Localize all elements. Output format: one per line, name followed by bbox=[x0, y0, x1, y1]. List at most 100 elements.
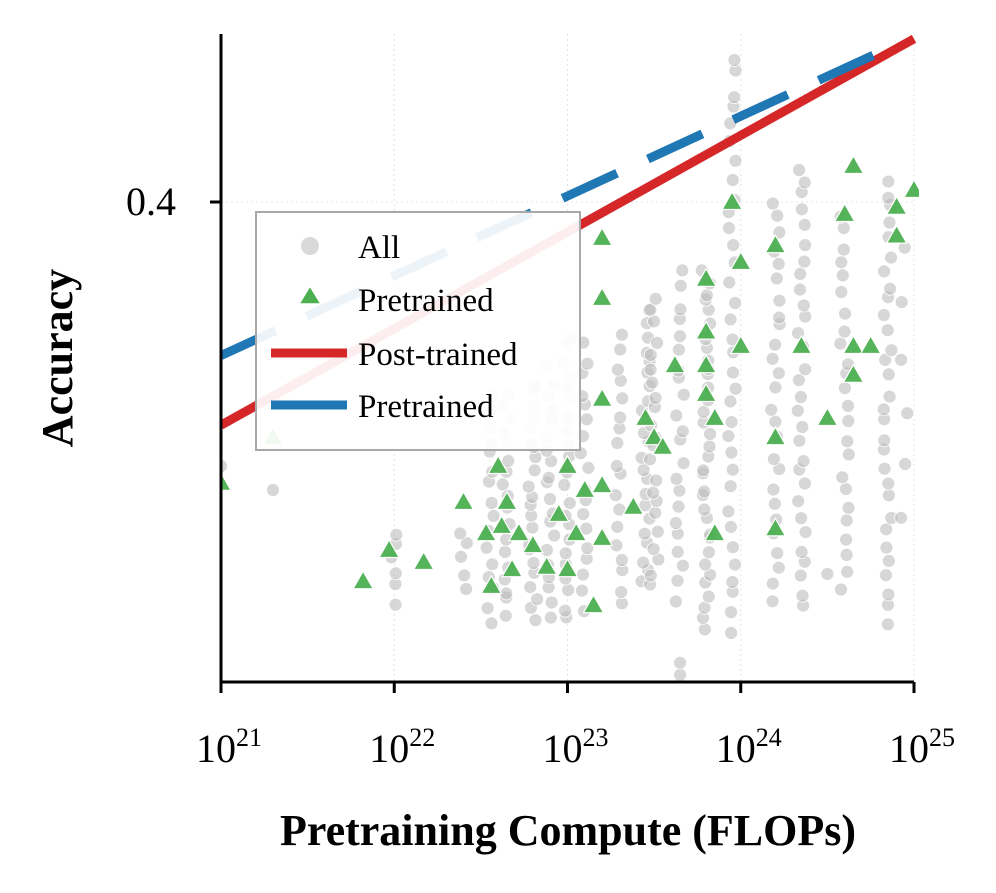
all-point bbox=[672, 483, 687, 498]
all-point bbox=[485, 557, 500, 572]
pretrained-point bbox=[378, 538, 401, 559]
all-point bbox=[646, 485, 660, 500]
all-point bbox=[879, 568, 893, 583]
all-point bbox=[610, 520, 625, 534]
all-point bbox=[877, 308, 891, 322]
pretrained-point bbox=[582, 593, 605, 614]
all-point bbox=[526, 556, 541, 570]
all-point bbox=[894, 352, 908, 367]
all-point bbox=[724, 605, 738, 620]
pretrained-point bbox=[902, 178, 919, 199]
all-point bbox=[793, 266, 808, 281]
all-point bbox=[669, 516, 683, 530]
all-point bbox=[833, 336, 848, 351]
pretrained-point bbox=[695, 320, 718, 340]
x-tick-label: 1022 bbox=[369, 723, 435, 771]
all-point bbox=[501, 453, 516, 468]
all-point bbox=[725, 575, 740, 589]
all-point bbox=[840, 434, 855, 449]
all-point bbox=[388, 566, 403, 581]
all-point bbox=[558, 603, 572, 618]
all-point bbox=[528, 613, 543, 628]
all-point bbox=[878, 352, 893, 367]
all-point bbox=[797, 175, 812, 190]
all-point bbox=[648, 391, 663, 405]
all-point bbox=[798, 476, 812, 491]
all-point bbox=[884, 250, 898, 265]
legend-label-pretrained-points: Pretrained bbox=[358, 283, 494, 319]
all-point bbox=[877, 461, 892, 476]
all-point bbox=[798, 525, 813, 539]
all-point bbox=[643, 302, 658, 317]
all-point bbox=[608, 488, 623, 503]
all-point bbox=[900, 406, 915, 421]
all-point bbox=[765, 594, 780, 609]
all-point bbox=[480, 601, 495, 615]
all-point bbox=[459, 536, 474, 550]
pretrained-point bbox=[573, 478, 596, 499]
all-point bbox=[670, 545, 685, 559]
pretrained-point bbox=[842, 154, 865, 175]
all-point bbox=[797, 217, 812, 232]
all-point bbox=[669, 408, 684, 423]
all-point bbox=[880, 323, 895, 338]
all-point bbox=[882, 215, 897, 230]
all-point bbox=[794, 545, 809, 559]
legend-all-marker bbox=[301, 237, 319, 255]
pretrained-point bbox=[501, 557, 524, 578]
all-point bbox=[650, 524, 665, 539]
all-point bbox=[794, 202, 809, 217]
pretrained-point bbox=[790, 334, 813, 355]
all-point bbox=[835, 470, 850, 485]
pretrained-point bbox=[695, 382, 718, 403]
all-point bbox=[388, 597, 403, 612]
all-point bbox=[675, 263, 690, 278]
all-point bbox=[881, 617, 895, 632]
all-point bbox=[726, 365, 740, 380]
all-point bbox=[643, 568, 658, 583]
all-point bbox=[881, 367, 896, 382]
all-point bbox=[650, 335, 664, 350]
all-point bbox=[879, 522, 894, 537]
all-point bbox=[615, 327, 629, 342]
all-point bbox=[725, 173, 740, 187]
all-point bbox=[649, 473, 663, 488]
all-point bbox=[557, 477, 572, 492]
all-point bbox=[725, 462, 740, 477]
all-point bbox=[486, 509, 501, 523]
all-point bbox=[841, 414, 856, 428]
all-point bbox=[637, 526, 652, 541]
all-point bbox=[525, 520, 540, 535]
pretrained-point bbox=[634, 406, 657, 427]
all-point bbox=[798, 362, 812, 377]
all-point bbox=[676, 558, 690, 573]
legend-label-pretrained-line: Pretrained bbox=[358, 389, 494, 425]
all-point bbox=[769, 271, 784, 286]
all-point bbox=[527, 463, 542, 478]
all-point bbox=[609, 459, 624, 473]
all-point bbox=[724, 415, 739, 430]
all-point bbox=[793, 282, 807, 297]
pretrained-point bbox=[859, 334, 882, 355]
all-point bbox=[498, 608, 513, 623]
all-point bbox=[698, 557, 712, 572]
all-point bbox=[883, 281, 897, 296]
all-point bbox=[670, 573, 685, 588]
all-point bbox=[726, 540, 740, 555]
pretrained-point bbox=[764, 425, 787, 446]
pretrained-point bbox=[591, 387, 614, 407]
all-point bbox=[547, 528, 562, 543]
pretrained-point bbox=[729, 250, 752, 271]
all-point bbox=[543, 492, 557, 506]
all-point bbox=[884, 343, 899, 358]
all-point bbox=[541, 470, 556, 485]
all-point bbox=[457, 568, 472, 583]
all-point bbox=[611, 362, 625, 377]
all-point bbox=[879, 540, 894, 555]
all-point bbox=[721, 504, 736, 519]
all-point bbox=[697, 502, 712, 517]
all-point bbox=[841, 398, 855, 413]
pretrained-point bbox=[487, 454, 510, 475]
all-point bbox=[701, 589, 716, 604]
all-point bbox=[840, 564, 855, 579]
